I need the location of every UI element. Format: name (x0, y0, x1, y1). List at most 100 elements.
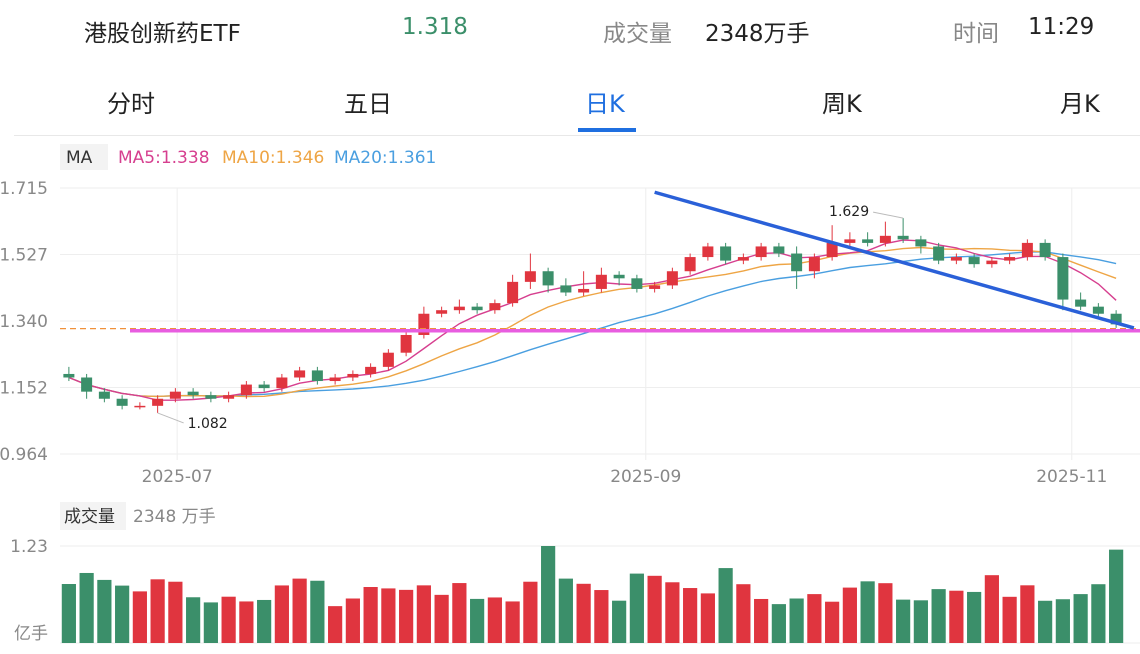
volume-bar (274, 585, 289, 643)
volume-indicator-box[interactable] (60, 502, 126, 530)
volume-bars (61, 546, 1124, 643)
volume-bar (1038, 600, 1053, 643)
tab-monthly-k[interactable]: 月K (1060, 90, 1100, 118)
ma-indicator-box[interactable] (60, 144, 108, 170)
volume-bar (576, 583, 591, 643)
volume-bar (683, 588, 698, 643)
volume-bar (115, 585, 130, 643)
volume-bar (665, 582, 680, 643)
candle-body (720, 246, 732, 261)
candle-body (134, 405, 146, 408)
volume-axis: 1.23 亿手 (10, 537, 48, 644)
volume-indicator-value: 2348 万手 (133, 507, 216, 527)
volume-bar (1055, 599, 1070, 643)
candle-body (471, 306, 483, 311)
volume-bar (416, 585, 431, 643)
volume-bar (399, 589, 414, 643)
candle-body (400, 334, 412, 353)
candle-body (986, 260, 998, 265)
moving-averages (68, 239, 1117, 401)
candle-body (152, 398, 164, 406)
candle-body (1021, 242, 1033, 258)
volume-bar (594, 590, 609, 643)
volume-bar (647, 575, 662, 643)
candle-body (169, 391, 181, 399)
volume-bar (79, 572, 94, 643)
tab-weekly-k[interactable]: 周K (822, 90, 862, 118)
candle-body (737, 257, 749, 261)
candle-body (347, 373, 359, 378)
candle-body (702, 246, 714, 258)
legend-ma10: MA10:1.346 (222, 148, 324, 168)
candle-body (968, 257, 980, 265)
volume-bar (860, 581, 875, 643)
candle-body (187, 391, 199, 396)
candle-body (950, 257, 962, 261)
ma10-line (68, 246, 1117, 398)
fund-name: 港股创新药ETF (84, 21, 241, 47)
candle-body (755, 246, 767, 258)
volume-bar (629, 573, 644, 643)
volume-bar (700, 593, 715, 643)
volume-bar (292, 578, 307, 643)
volume-bar (239, 601, 254, 643)
volume-bar (771, 604, 786, 643)
volume-bar (487, 597, 502, 643)
candle-body (116, 398, 128, 406)
ma20-line (68, 251, 1117, 398)
volume-bar (257, 599, 272, 643)
candle-body (649, 285, 661, 289)
volume-bar (61, 584, 76, 643)
period-tabs: 分时 五日 日K 周K 月K (0, 70, 1140, 132)
volume-bar (967, 591, 982, 643)
candle-body (613, 274, 625, 279)
candle-body (258, 384, 270, 389)
date-tick-label: 2025-09 (610, 467, 681, 487)
candle-body (489, 303, 501, 311)
candle-body (1075, 299, 1087, 307)
trendline (654, 190, 1135, 330)
candlesticks (63, 218, 1122, 413)
candle-body (382, 352, 394, 367)
volume-bar (452, 583, 467, 643)
candle-body (240, 384, 252, 396)
volume-bar (931, 589, 946, 643)
tab-daily-k[interactable]: 日K (585, 90, 625, 118)
kline-chart[interactable]: MA MA5:1.338 MA10:1.346 MA20:1.361 1.715… (0, 136, 1140, 654)
candle-body (1110, 313, 1122, 325)
candle-body (329, 377, 341, 382)
candle-body (631, 278, 643, 289)
time-value: 11:29 (1028, 14, 1095, 40)
price-tick-label: 1.152 (0, 379, 48, 399)
date-tick-label: 2025-07 (142, 467, 213, 487)
tab-intraday[interactable]: 分时 (107, 90, 155, 118)
volume-bar (434, 594, 449, 643)
volume-bar (612, 600, 627, 643)
volume-bar (328, 606, 343, 643)
volume-bar (736, 584, 751, 643)
last-price: 1.318 (402, 14, 468, 40)
candle-body (595, 274, 607, 289)
volume-bar (1109, 549, 1124, 643)
candle-body (1057, 257, 1069, 300)
volume-bar (558, 578, 573, 643)
candle-body (1004, 257, 1016, 261)
candle-body (666, 271, 678, 286)
high-annotation: 1.629 (829, 204, 869, 220)
volume-bar (949, 590, 964, 643)
candle-body (276, 377, 288, 389)
candle-body (897, 235, 909, 240)
volume-bar (470, 598, 485, 643)
volume-tick-label: 1.23 (10, 537, 48, 557)
candle-body (205, 395, 217, 399)
price-tick-label: 1.340 (0, 312, 48, 332)
volume-bar (523, 581, 538, 643)
volume-bar (345, 598, 360, 643)
candle-body (844, 239, 856, 243)
tab-five-day[interactable]: 五日 (344, 90, 392, 118)
candle-body (915, 239, 927, 247)
candle-body (453, 306, 465, 311)
candle-body (418, 313, 430, 335)
date-tick-label: 2025-11 (1036, 467, 1107, 487)
price-annotations: 1.629 1.082 (157, 204, 904, 432)
